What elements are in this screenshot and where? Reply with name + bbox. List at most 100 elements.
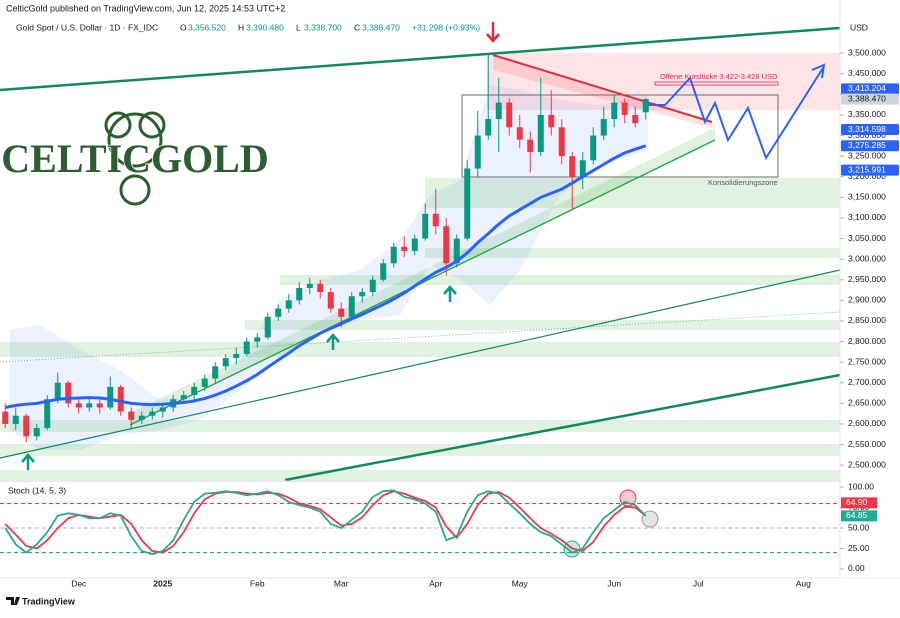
zone-annotation: Konsolidierungszone [708, 178, 778, 187]
support-zones [0, 178, 840, 480]
resistance-line [492, 54, 713, 123]
candle-body [128, 411, 135, 420]
candle-body [579, 160, 586, 177]
gap-annotation: Offene Kurslücke 3.422-3.428 USD [660, 72, 778, 81]
candle-body [516, 127, 523, 140]
zone [280, 275, 840, 285]
candle-body [621, 102, 628, 115]
candle-body [348, 296, 355, 317]
y-tick-label: 2,550.000 [848, 439, 886, 449]
bollinger-band [10, 85, 648, 450]
forecast-path [648, 67, 824, 161]
price-label: 3,388.470 [848, 93, 886, 103]
candle-body [548, 114, 555, 128]
candle-body [33, 428, 40, 437]
candle-body [569, 156, 576, 177]
ohlc-value: 3,390.480 [246, 22, 284, 32]
trend-line [0, 269, 841, 459]
stoch-tick-label: 100.00 [848, 481, 874, 491]
candle-body [464, 168, 471, 239]
x-tick-label: Jun [607, 578, 621, 588]
y-tick-label: 3,000.000 [848, 253, 886, 263]
candle-body [590, 135, 597, 161]
candle-body [2, 411, 9, 424]
ohlc-value: 3,356.520 [188, 22, 226, 32]
stoch-tick-label: 25.00 [848, 543, 870, 553]
candle-body [275, 308, 282, 317]
price-label-box [841, 124, 899, 136]
y-tick-label: 3,150.000 [848, 192, 886, 202]
candle-body [527, 139, 534, 153]
forecast-arrow [811, 63, 826, 79]
price-label: 3,314.598 [848, 124, 886, 134]
resistance-zone [487, 53, 840, 110]
price-label-box [841, 83, 899, 95]
ohlc-key: C [354, 22, 360, 32]
candle-body [149, 411, 156, 416]
zone [0, 470, 840, 480]
x-tick-label: Apr [429, 578, 442, 588]
candle-body [390, 246, 397, 264]
logo [104, 111, 166, 206]
candle-body [485, 119, 492, 136]
wedge [493, 55, 712, 128]
arrow-up [21, 453, 35, 470]
candle-body [180, 395, 187, 400]
stoch-k-label: 64.85 [846, 510, 868, 520]
y-tick-label: 3,200.000 [848, 171, 886, 181]
ohlc-key: O [180, 22, 187, 32]
zone [245, 320, 840, 330]
trend-line [0, 311, 841, 363]
y-tick-label: 2,650.000 [848, 398, 886, 408]
consolidation-box [461, 94, 779, 178]
candle-body [369, 279, 376, 293]
arrow-down [486, 22, 500, 43]
candle-body [495, 102, 502, 120]
candle-body [338, 308, 345, 317]
candle-body [558, 127, 565, 157]
candle-body [65, 382, 72, 404]
candle-body [107, 386, 114, 408]
candle-body [327, 292, 334, 309]
zone [425, 178, 840, 208]
candle-body [537, 114, 544, 153]
price-label-box [841, 140, 899, 152]
candle-body [86, 403, 93, 408]
stoch-tick-label: 0.00 [848, 563, 865, 573]
stoch-d-line [4, 490, 647, 554]
marks-layer [2, 53, 649, 443]
published: CelticGold published on TradingView.com,… [6, 3, 285, 13]
y-tick-label: 3,450.000 [848, 68, 886, 78]
trend-channel [130, 128, 715, 425]
candle-body [453, 238, 460, 264]
legend-title: Gold Spot / U.S. Dollar · 1D · FX_IDC [16, 22, 158, 32]
candle-body [600, 119, 607, 136]
trend-line [0, 26, 841, 92]
candle-body [54, 382, 61, 400]
zone [425, 248, 840, 258]
indicator-layer [0, 489, 840, 556]
candle-body [75, 403, 82, 408]
candle-body [411, 238, 418, 251]
candle-body [212, 366, 219, 379]
candle-body [12, 415, 19, 424]
y-tick-label: 2,700.000 [848, 377, 886, 387]
logo-text: CELTICGOLD [1, 136, 269, 181]
zone [0, 342, 840, 357]
price-label-box [841, 164, 899, 176]
footer: TradingView [22, 596, 76, 606]
y-tick-label: 3,350.000 [848, 109, 886, 119]
candle-body [422, 213, 429, 239]
stoch-d-label: 64.90 [846, 497, 868, 507]
candle-body [432, 213, 439, 227]
y-tick-label: 2,900.000 [848, 295, 886, 305]
x-tick-label: Dec [71, 578, 87, 588]
candle-body [23, 415, 30, 437]
stoch-k-line [4, 489, 647, 556]
candle-body [359, 292, 366, 297]
y-tick-label: 2,800.000 [848, 336, 886, 346]
candle-body [254, 337, 261, 342]
sma-line [4, 144, 647, 409]
